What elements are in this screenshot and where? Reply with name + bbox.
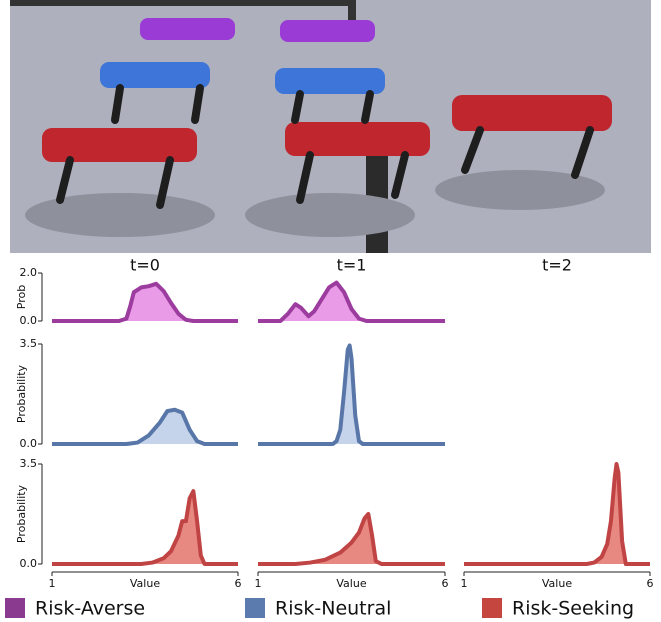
legend-swatch [482, 598, 502, 618]
robot-red [285, 122, 430, 156]
legend-swatch [5, 598, 25, 618]
y-tick-label: 0.0 [20, 557, 38, 570]
y-tick-label: 0.0 [20, 314, 38, 327]
density-line [464, 464, 650, 564]
figure: t=0 0.0 2.0 Prob t=1 0.0 3.5 Probability 0.0 3.5 P… [0, 0, 661, 622]
robot-purple [280, 20, 375, 42]
bar [10, 0, 350, 6]
shadow [25, 193, 215, 237]
robot-blue [100, 62, 210, 88]
x-axis-label: Value [130, 577, 160, 590]
density-line [52, 410, 238, 444]
column-title: t=1 [337, 256, 367, 275]
x-tick-label: 1 [255, 577, 262, 590]
y-tick-label: 3.5 [20, 457, 38, 470]
robot-red [42, 128, 197, 162]
legend-label: Risk-Averse [35, 598, 145, 620]
column-title: t=0 [130, 256, 160, 275]
y-tick-label: 3.5 [20, 337, 38, 350]
column-title: t=2 [542, 256, 572, 275]
density-line [52, 491, 238, 564]
shadow [245, 193, 415, 237]
area-fill [258, 514, 445, 564]
area-fill [52, 284, 238, 321]
y-tick-label: 2.0 [20, 266, 38, 279]
robot-blue [275, 68, 385, 94]
area-fill [52, 491, 238, 564]
legend-label: Risk-Seeking [512, 598, 634, 620]
y-tick-label: 0.0 [20, 437, 38, 450]
y-axis-label: Probability [15, 484, 28, 543]
robot-red [452, 95, 612, 131]
x-tick-label: 6 [235, 577, 242, 590]
x-axis-label: Value [336, 577, 366, 590]
x-tick-label: 1 [461, 577, 468, 590]
y-axis-label: Prob [15, 285, 28, 309]
x-tick-label: 1 [49, 577, 56, 590]
shadow [435, 170, 605, 210]
x-tick-label: 6 [647, 577, 654, 590]
x-axis-label: Value [542, 577, 572, 590]
legend-label: Risk-Neutral [275, 598, 391, 620]
x-tick-label: 6 [442, 577, 449, 590]
legend-swatch [245, 598, 265, 618]
y-axis-label: Probability [15, 364, 28, 423]
robot-photo [10, 0, 651, 253]
robot-purple [140, 18, 235, 40]
